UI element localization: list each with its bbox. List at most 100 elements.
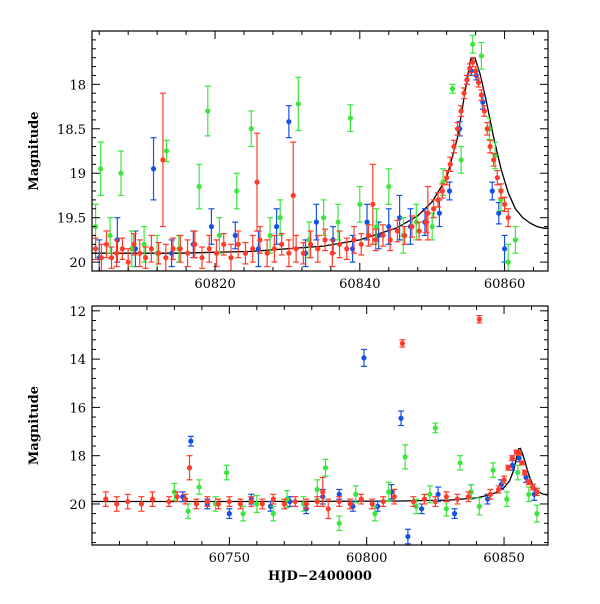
data-point bbox=[394, 228, 401, 234]
data-point bbox=[357, 201, 363, 207]
data-point bbox=[421, 496, 427, 502]
data-point bbox=[370, 201, 376, 207]
data-point bbox=[321, 215, 327, 221]
data-point bbox=[215, 501, 221, 507]
data-point bbox=[250, 246, 256, 252]
data-point bbox=[292, 498, 298, 505]
data-point bbox=[329, 250, 335, 256]
data-point bbox=[234, 188, 240, 194]
data-point bbox=[451, 143, 457, 150]
data-point bbox=[125, 498, 131, 505]
data-point bbox=[286, 250, 292, 256]
data-point bbox=[93, 246, 99, 252]
data-point bbox=[501, 246, 508, 252]
y-tick-label: 16 bbox=[69, 401, 86, 416]
data-point bbox=[204, 498, 210, 505]
data-point bbox=[141, 241, 147, 247]
data-point bbox=[447, 161, 453, 167]
data-point bbox=[325, 506, 331, 512]
data-point bbox=[373, 237, 379, 243]
data-point bbox=[436, 210, 443, 216]
data-point bbox=[365, 232, 372, 239]
data-point bbox=[131, 241, 137, 247]
data-point bbox=[174, 494, 180, 500]
data-point bbox=[386, 223, 392, 230]
data-point bbox=[137, 250, 143, 256]
data-point bbox=[391, 494, 397, 500]
data-point bbox=[470, 41, 476, 47]
data-point bbox=[108, 255, 115, 261]
data-point bbox=[221, 241, 227, 247]
x-tick-label: 60800 bbox=[346, 551, 387, 566]
data-point bbox=[443, 494, 449, 500]
data-point bbox=[487, 143, 493, 150]
data-point bbox=[505, 259, 511, 265]
data-point bbox=[300, 250, 306, 256]
data-point bbox=[314, 498, 320, 505]
data-point bbox=[254, 179, 260, 185]
data-point bbox=[107, 232, 113, 239]
y-tick-label: 19.5 bbox=[57, 212, 86, 227]
y-tick-label: 20 bbox=[69, 498, 86, 513]
data-point bbox=[494, 175, 500, 181]
data-point bbox=[446, 188, 453, 194]
data-point bbox=[336, 241, 343, 247]
data-point bbox=[387, 237, 393, 243]
y-axis-title: Magnitude bbox=[27, 111, 42, 190]
data-point bbox=[271, 246, 277, 252]
data-point bbox=[504, 496, 510, 502]
data-point bbox=[526, 491, 532, 497]
data-point bbox=[361, 355, 367, 361]
data-point bbox=[516, 455, 522, 461]
data-point bbox=[380, 498, 386, 505]
data-point bbox=[369, 501, 375, 507]
data-point bbox=[452, 511, 458, 517]
data-point bbox=[347, 501, 353, 507]
data-point bbox=[237, 501, 243, 507]
data-point bbox=[489, 188, 495, 194]
data-point bbox=[232, 232, 238, 239]
data-point bbox=[425, 210, 431, 216]
data-point bbox=[522, 469, 528, 476]
x-tick-label: 60820 bbox=[194, 277, 235, 292]
data-point bbox=[501, 201, 508, 207]
data-point bbox=[138, 501, 145, 507]
data-point bbox=[196, 183, 202, 190]
data-point bbox=[512, 237, 519, 243]
data-point bbox=[320, 489, 326, 495]
data-point bbox=[314, 486, 320, 493]
data-point bbox=[257, 237, 263, 243]
data-point bbox=[199, 255, 205, 261]
x-tick-label: 60840 bbox=[339, 277, 380, 292]
data-point bbox=[372, 511, 378, 517]
data-point bbox=[163, 255, 169, 261]
data-point bbox=[481, 108, 487, 114]
data-point bbox=[439, 188, 445, 194]
data-point bbox=[273, 223, 280, 230]
y-tick-label: 18 bbox=[69, 450, 86, 465]
data-point bbox=[206, 246, 212, 252]
data-point bbox=[509, 462, 515, 468]
data-point bbox=[427, 491, 433, 497]
data-point bbox=[125, 259, 131, 265]
data-point bbox=[435, 197, 441, 203]
data-point bbox=[290, 192, 296, 199]
data-point bbox=[235, 241, 241, 247]
series-green bbox=[171, 422, 541, 532]
data-point bbox=[534, 489, 540, 495]
data-point bbox=[281, 501, 287, 507]
data-point bbox=[216, 232, 222, 239]
data-point bbox=[353, 491, 359, 497]
data-point bbox=[155, 250, 162, 256]
data-point bbox=[402, 454, 408, 460]
axes-frame bbox=[91, 305, 549, 546]
data-point bbox=[267, 232, 273, 239]
data-point bbox=[516, 450, 522, 456]
data-point bbox=[303, 501, 309, 507]
data-point bbox=[386, 489, 392, 495]
data-point bbox=[315, 246, 321, 252]
data-point bbox=[336, 498, 342, 505]
data-point bbox=[118, 170, 124, 176]
data-point bbox=[530, 484, 536, 490]
y-tick-label: 20 bbox=[69, 256, 86, 271]
